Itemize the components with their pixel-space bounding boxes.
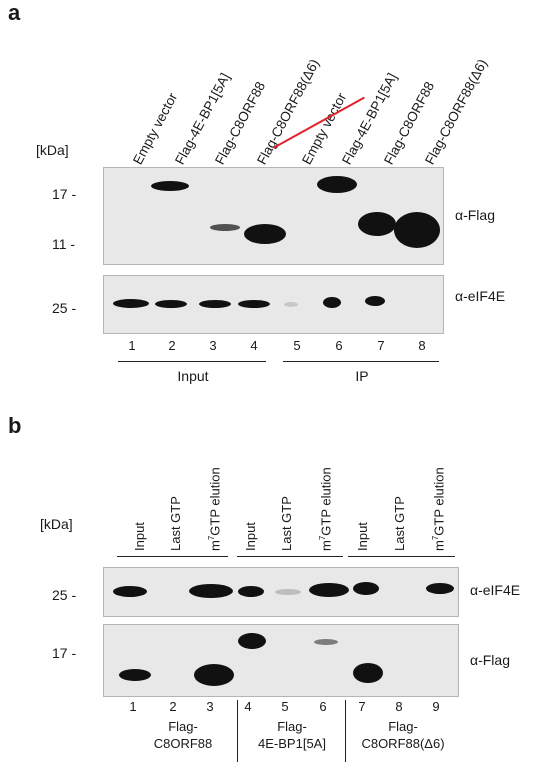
lane-number: 4 [244, 699, 252, 714]
group-input: Input [177, 368, 209, 384]
lane-label-input: Input [355, 522, 370, 551]
panel-a-letter: a [8, 0, 21, 25]
band [113, 299, 149, 308]
group-label-line: C8ORF88 [153, 736, 213, 751]
lane-number: 2 [168, 338, 176, 353]
group-line-b1 [117, 556, 228, 557]
band [238, 586, 264, 597]
group-line-input [118, 361, 266, 362]
group-label-b1: Flag- C8ORF88 [133, 718, 233, 752]
lane-number: 9 [432, 699, 440, 714]
band [314, 639, 338, 645]
lane-label-m7gtp: m7GTP elution [431, 467, 447, 551]
group-label-line: C8ORF88(Δ6) [361, 736, 445, 751]
band [358, 212, 396, 236]
kda-label-a: [kDa] [36, 142, 69, 158]
lane-number: 7 [377, 338, 385, 353]
lane-label-m7gtp: m7GTP elution [318, 467, 334, 551]
lane-label-last-gtp: Last GTP [392, 496, 407, 551]
group-label-b3: Flag- C8ORF88(Δ6) [347, 718, 459, 752]
band [155, 300, 187, 308]
marker-17-b: 17 - [52, 645, 77, 661]
antibody-flag-b: α-Flag [470, 652, 510, 668]
marker-25-b: 25 - [52, 587, 77, 603]
band [238, 633, 266, 649]
lane-number: 3 [209, 338, 217, 353]
lane-number: 5 [281, 699, 289, 714]
marker-11: 11 - [52, 236, 76, 252]
lane-number: 2 [169, 699, 177, 714]
group-line-b2 [237, 556, 343, 557]
lane-number: 8 [418, 338, 426, 353]
lane-number: 5 [293, 338, 301, 353]
lane-number: 6 [335, 338, 343, 353]
antibody-flag-a: α-Flag [455, 207, 495, 223]
band [194, 664, 234, 686]
marker-25-a: 25 - [52, 300, 77, 316]
group-line-ip [283, 361, 439, 362]
lane-number: 8 [395, 699, 403, 714]
band [365, 296, 385, 306]
lane-label-m7gtp: m7GTP elution [207, 467, 223, 551]
lane-label-1: Empty vector [130, 90, 181, 168]
band [199, 300, 231, 308]
band [284, 302, 298, 307]
group-label-line: 4E-BP1[5A] [258, 736, 326, 751]
lane-label-input: Input [132, 522, 147, 551]
lane-label-8: Flag-C8ORF88(Δ6) [422, 56, 491, 168]
group-label-line: Flag- [277, 719, 307, 734]
band [119, 669, 151, 681]
band [244, 224, 286, 244]
group-label-b2: Flag- 4E-BP1[5A] [240, 718, 344, 752]
marker-17: 17 - [52, 186, 77, 202]
blot-b-flag [103, 624, 459, 697]
band [113, 586, 147, 597]
blot-a-eif4e [103, 275, 444, 334]
antibody-eif4e-a: α-eIF4E [455, 288, 506, 304]
lane-label-input: Input [243, 522, 258, 551]
blot-a-flag [103, 167, 444, 265]
band [238, 300, 270, 308]
panel-b-letter: b [8, 413, 22, 438]
group-line-b3 [348, 556, 455, 557]
lane-number: 4 [250, 338, 258, 353]
band [353, 582, 379, 595]
blot-b-eif4e [103, 567, 459, 617]
band [426, 583, 454, 594]
lane-number: 3 [206, 699, 214, 714]
lane-number: 1 [129, 699, 137, 714]
kda-label-b: [kDa] [40, 516, 73, 532]
band [210, 224, 240, 231]
lane-label-last-gtp: Last GTP [279, 496, 294, 551]
group-ip: IP [355, 368, 369, 384]
group-divider [237, 700, 238, 762]
band [394, 212, 440, 248]
band [317, 176, 357, 193]
band [275, 589, 301, 595]
lane-number: 7 [358, 699, 366, 714]
band [323, 297, 341, 308]
group-divider [345, 700, 346, 762]
band [151, 181, 189, 191]
band [189, 584, 233, 598]
band [353, 663, 383, 683]
lane-label-last-gtp: Last GTP [168, 496, 183, 551]
group-label-line: Flag- [388, 719, 418, 734]
antibody-eif4e-b: α-eIF4E [470, 582, 521, 598]
lane-number: 6 [319, 699, 327, 714]
group-label-line: Flag- [168, 719, 198, 734]
lane-number: 1 [128, 338, 136, 353]
band [309, 583, 349, 597]
